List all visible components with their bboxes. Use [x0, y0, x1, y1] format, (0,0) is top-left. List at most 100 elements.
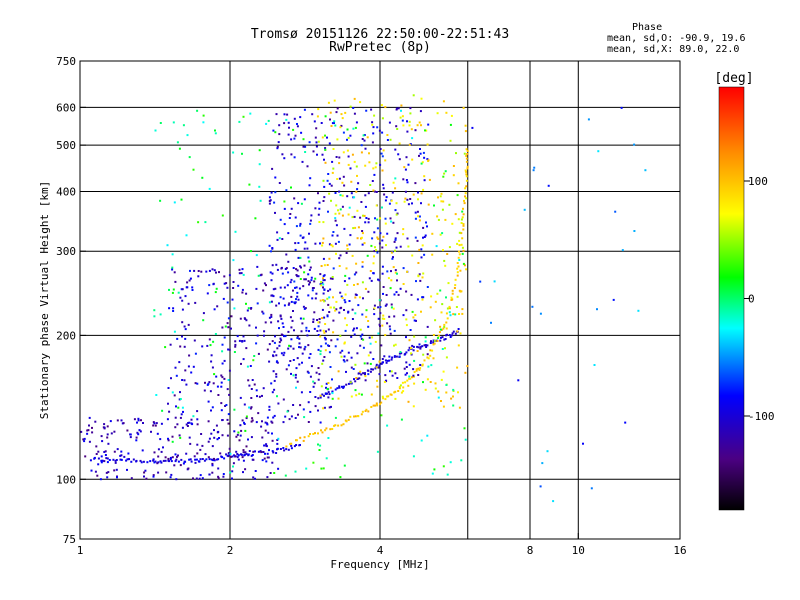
data-point — [381, 117, 384, 120]
data-point — [323, 158, 325, 161]
data-point — [226, 418, 229, 421]
data-point — [126, 458, 129, 461]
data-point — [369, 184, 372, 186]
data-point — [270, 191, 273, 194]
data-point — [293, 329, 295, 332]
data-point — [457, 344, 460, 347]
data-point — [279, 448, 282, 450]
data-point — [304, 145, 307, 148]
data-point — [215, 458, 218, 461]
data-point — [399, 287, 402, 290]
data-point — [176, 455, 178, 458]
data-point — [284, 335, 287, 338]
data-point — [299, 278, 302, 280]
data-point — [271, 272, 274, 275]
data-point — [331, 245, 334, 248]
data-point — [283, 157, 286, 160]
data-point — [192, 365, 195, 368]
data-point — [460, 243, 463, 246]
data-point — [234, 343, 237, 346]
data-point — [432, 339, 435, 342]
data-point — [260, 451, 263, 454]
data-point — [171, 456, 174, 459]
data-point — [91, 426, 93, 429]
data-point — [367, 354, 370, 357]
data-point — [263, 330, 266, 333]
data-point — [330, 199, 332, 202]
data-point — [384, 217, 387, 220]
data-point — [306, 247, 309, 250]
data-point — [429, 342, 432, 344]
data-point — [242, 449, 245, 452]
data-point — [285, 445, 288, 448]
data-point — [380, 362, 383, 365]
data-point — [384, 374, 387, 377]
data-point — [413, 382, 416, 385]
data-point — [441, 348, 444, 350]
data-point — [143, 471, 146, 474]
data-point — [257, 450, 260, 453]
data-point — [373, 313, 376, 316]
data-point — [413, 359, 416, 362]
data-point — [427, 357, 430, 360]
data-point — [153, 451, 156, 454]
data-point — [460, 232, 463, 235]
data-point — [463, 152, 466, 155]
data-point — [97, 457, 100, 460]
data-point — [175, 478, 178, 481]
data-point — [303, 347, 306, 350]
data-point — [137, 417, 140, 420]
data-point — [232, 462, 235, 465]
data-point — [388, 355, 391, 358]
data-point — [249, 365, 252, 367]
data-point — [428, 178, 431, 181]
data-point — [346, 195, 349, 198]
data-point — [451, 298, 454, 301]
data-point — [150, 430, 152, 433]
data-point — [379, 312, 382, 315]
data-point — [235, 450, 238, 453]
data-point — [221, 214, 224, 217]
data-point — [355, 190, 358, 193]
data-point — [336, 387, 339, 390]
data-point — [420, 124, 422, 127]
data-point — [168, 460, 170, 463]
data-point — [242, 115, 245, 118]
data-point — [334, 388, 337, 391]
data-point — [409, 112, 412, 115]
data-point — [331, 276, 334, 278]
data-point — [280, 352, 283, 355]
data-point — [309, 353, 312, 355]
colorbar-tick-label: 0 — [748, 293, 755, 306]
data-point — [89, 459, 92, 462]
data-point — [299, 256, 302, 259]
data-point — [283, 207, 286, 210]
data-point — [320, 122, 323, 124]
data-point — [192, 477, 194, 480]
data-point — [277, 467, 280, 470]
data-point — [442, 249, 444, 252]
data-point — [106, 433, 109, 436]
data-point — [295, 386, 297, 389]
data-point — [405, 324, 408, 327]
data-point — [438, 331, 441, 334]
data-point — [294, 470, 297, 473]
data-point — [290, 278, 293, 281]
data-point — [378, 373, 381, 376]
data-point — [274, 176, 277, 179]
data-point — [329, 366, 332, 368]
data-point — [342, 175, 345, 178]
data-point — [375, 162, 378, 165]
data-point — [436, 292, 439, 295]
data-point — [411, 158, 414, 161]
data-point — [290, 326, 293, 329]
data-point — [283, 286, 286, 289]
data-point — [216, 385, 219, 388]
data-point — [442, 327, 445, 330]
data-point — [231, 477, 233, 480]
data-point — [271, 167, 274, 170]
data-point — [362, 214, 364, 217]
data-point — [181, 299, 184, 302]
data-point — [181, 379, 184, 381]
data-point — [322, 277, 324, 280]
